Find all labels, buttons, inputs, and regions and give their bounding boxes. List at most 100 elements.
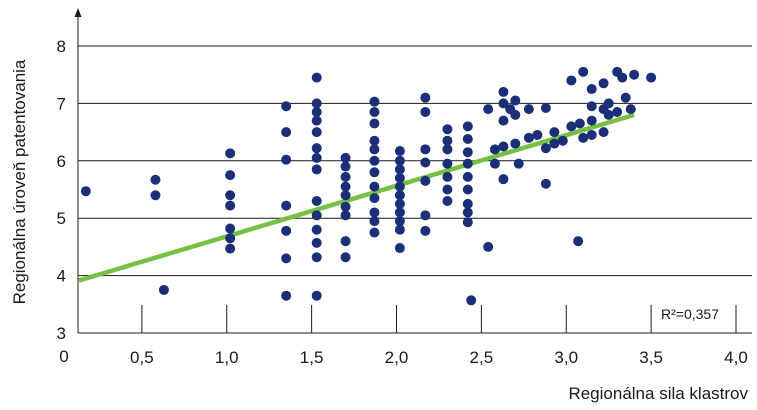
data-point: [462, 184, 473, 195]
data-point: [340, 161, 351, 172]
data-point: [225, 243, 236, 254]
data-point: [603, 109, 614, 120]
data-point: [281, 200, 292, 211]
data-point: [442, 135, 453, 146]
data-point: [442, 184, 453, 195]
data-point: [281, 101, 292, 112]
data-point: [311, 152, 322, 163]
data-point: [498, 174, 509, 185]
data-point: [340, 171, 351, 182]
x-tick-label: 1,0: [215, 348, 239, 367]
data-point: [150, 174, 161, 185]
data-point: [369, 167, 380, 178]
data-point: [462, 147, 473, 158]
data-point: [586, 115, 597, 126]
data-points: [80, 66, 657, 306]
data-point: [311, 195, 322, 206]
data-point: [578, 132, 589, 143]
r-squared-annotation: R²=0,357: [661, 306, 719, 322]
data-point: [369, 181, 380, 192]
data-point: [462, 121, 473, 132]
data-point: [369, 96, 380, 107]
y-tick-label: 8: [57, 37, 66, 56]
data-point: [369, 216, 380, 227]
data-point: [498, 86, 509, 97]
data-point: [442, 195, 453, 206]
y-tick-label: 7: [57, 94, 66, 113]
trend-line-layer: [78, 112, 635, 283]
axes: [74, 8, 752, 334]
data-point: [586, 84, 597, 95]
data-point: [394, 155, 405, 166]
data-point: [311, 98, 322, 109]
data-point: [523, 132, 534, 143]
data-point: [225, 223, 236, 234]
data-point: [420, 210, 431, 221]
data-point: [442, 171, 453, 182]
y-tick-label: 4: [57, 267, 66, 286]
data-point: [281, 225, 292, 236]
data-point: [462, 133, 473, 144]
data-point: [532, 129, 543, 140]
x-tick-label: 2,0: [385, 348, 409, 367]
data-point: [540, 102, 551, 113]
data-point: [462, 171, 473, 182]
data-point: [281, 127, 292, 138]
data-point: [442, 144, 453, 155]
data-point: [510, 109, 521, 120]
data-point: [394, 164, 405, 175]
data-point: [369, 144, 380, 155]
y-axis-arrow: [74, 8, 82, 17]
data-point: [617, 72, 628, 83]
x-axis-title: Regionálna sila klastrov: [568, 384, 748, 403]
data-point: [483, 241, 494, 252]
data-point: [394, 207, 405, 218]
data-point: [281, 154, 292, 165]
y-tick-label: 5: [57, 209, 66, 228]
data-point: [420, 107, 431, 118]
data-point: [549, 127, 560, 138]
data-point: [311, 252, 322, 263]
data-point: [311, 127, 322, 138]
data-point: [598, 127, 609, 138]
data-point: [225, 148, 236, 159]
data-point: [394, 173, 405, 184]
data-point: [442, 124, 453, 135]
data-point: [498, 98, 509, 109]
data-point: [80, 186, 91, 197]
data-point: [498, 115, 509, 126]
data-point: [369, 207, 380, 218]
data-point: [466, 295, 477, 306]
data-point: [598, 78, 609, 89]
data-point: [462, 158, 473, 169]
origin-label: 0: [59, 347, 68, 366]
x-tick-label: 3,0: [554, 348, 578, 367]
data-point: [340, 181, 351, 192]
data-point: [489, 144, 500, 155]
data-point: [394, 181, 405, 192]
data-point: [442, 158, 453, 169]
data-point: [281, 253, 292, 264]
data-point: [573, 236, 584, 247]
data-point: [646, 72, 657, 83]
data-point: [462, 207, 473, 218]
data-point: [557, 135, 568, 146]
data-point: [311, 210, 322, 221]
y-tick-label: 3: [57, 324, 66, 343]
data-point: [586, 101, 597, 112]
data-point: [498, 141, 509, 152]
data-point: [394, 224, 405, 235]
data-point: [603, 98, 614, 109]
data-point: [369, 193, 380, 204]
data-point: [394, 216, 405, 227]
data-point: [513, 158, 524, 169]
x-tick-label: 2,5: [470, 348, 494, 367]
data-point: [420, 175, 431, 186]
x-tick-label: 3,5: [639, 348, 663, 367]
y-axis-title: Regionálna úroveň patentovania: [10, 59, 29, 304]
data-point: [158, 284, 169, 295]
trend-line: [78, 112, 635, 283]
data-point: [340, 210, 351, 221]
